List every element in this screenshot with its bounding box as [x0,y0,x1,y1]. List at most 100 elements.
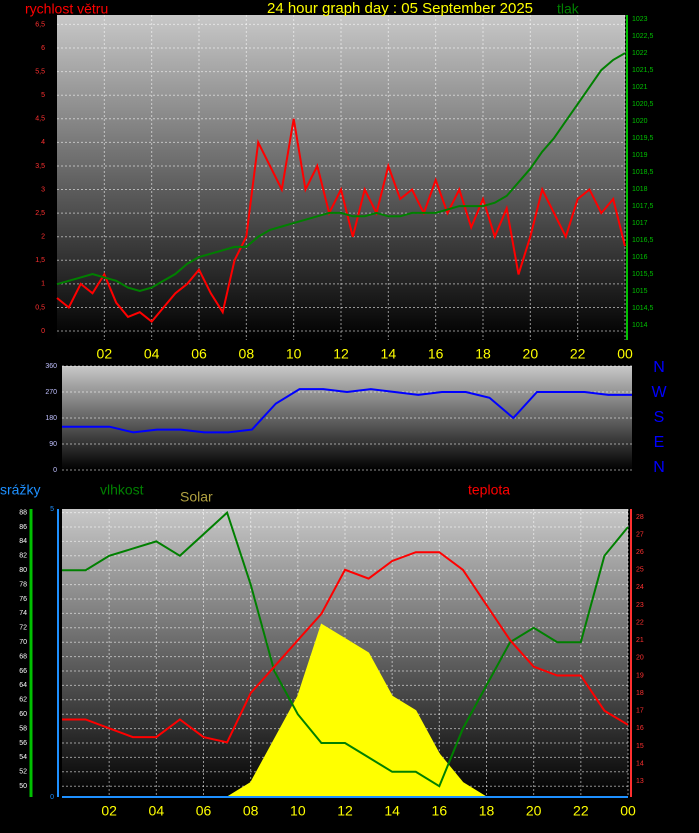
direction-label: N [653,459,665,476]
y-tick-label: 1015,5 [632,271,654,278]
y-tick-label: 88 [19,509,27,516]
x-tick-label: 02 [97,346,113,362]
y-tick-label: 1021 [632,84,648,91]
y-tick-label: 21 [636,637,644,644]
y-tick-label: 23 [636,602,644,609]
x-tick-label: 12 [333,346,349,362]
y-tick-label: 1017 [632,220,648,227]
y-tick-label: 1018 [632,186,648,193]
line [56,118,626,323]
y-tick-label: 5,5 [35,68,45,75]
legend-label: tlak [557,1,580,17]
x-tick-label: 16 [428,346,444,362]
y-tick-label: 28 [636,514,644,521]
y-tick-label: 6,5 [35,21,45,28]
line [62,388,632,434]
legend-label: Solar [180,489,213,505]
y-tick-label: 25 [636,567,644,574]
y-tick-label: 90 [49,441,57,448]
x-tick-label: 18 [479,803,495,819]
legend-label: rychlost větru [25,1,108,17]
y-tick-label: 50 [19,783,27,790]
y-tick-label: 6 [41,45,45,52]
x-tick-label: 08 [243,803,259,819]
x-tick-label: 08 [239,346,255,362]
y-tick-label: 360 [45,363,57,370]
y-tick-label: 78 [19,581,27,588]
y-tick-label: 22 [636,619,644,626]
y-tick-label: 66 [19,668,27,675]
y-tick-label: 58 [19,725,27,732]
y-tick-label: 1020 [632,118,648,125]
y-tick-label: 1 [41,281,45,288]
y-tick-label: 0,5 [35,304,45,311]
y-tick-label: 1016 [632,254,648,261]
x-tick-label: 04 [149,803,165,819]
y-tick-label: 27 [636,531,644,538]
y-tick-label: 1022 [632,50,648,57]
line [56,52,626,293]
x-tick-label: 16 [432,803,448,819]
x-tick-label: 10 [290,803,306,819]
line [62,510,629,788]
x-tick-label: 00 [617,346,633,362]
y-tick-label: 56 [19,740,27,747]
direction-label: W [651,384,667,401]
x-tick-label: 20 [526,803,542,819]
y-tick-label: 2 [41,234,45,241]
y-tick-label: 24 [636,584,644,591]
x-tick-label: 00 [620,803,636,819]
y-tick-label: 1020,5 [632,101,654,108]
y-tick-label: 60 [19,711,27,718]
y-tick-label: 1019 [632,152,648,159]
y-tick-label: 26 [636,549,644,556]
y-tick-label: 74 [19,610,27,617]
y-tick-label: 76 [19,596,27,603]
y-tick-label: 4,5 [35,116,45,123]
y-tick-label: 64 [19,682,27,689]
x-tick-label: 14 [381,346,397,362]
x-tick-label: 06 [196,803,212,819]
y-tick-label: 0 [41,328,45,335]
direction-label: N [653,359,665,376]
y-tick-label: 18 [636,690,644,697]
y-tick-label: 1021,5 [632,67,654,74]
y-tick-label: 1023 [632,16,648,23]
y-tick-label: 1014,5 [632,305,654,312]
y-tick-label: 1017,5 [632,203,654,210]
y-tick-label: 86 [19,524,27,531]
y-tick-label: 13 [636,778,644,785]
y-tick-label: 1016,5 [632,237,654,244]
x-tick-label: 18 [475,346,491,362]
x-tick-label: 04 [144,346,160,362]
y-tick-label: 2,5 [35,210,45,217]
y-tick-label: 84 [19,538,27,545]
x-tick-label: 22 [573,803,589,819]
y-tick-label: 180 [45,415,57,422]
x-tick-label: 06 [191,346,207,362]
x-tick-label: 14 [384,803,400,819]
direction-label: E [654,434,665,451]
y-tick-label: 19 [636,672,644,679]
y-tick-label: 82 [19,553,27,560]
y-tick-label: 1,5 [35,257,45,264]
y-tick-label: 270 [45,389,57,396]
y-tick-label: 17 [636,708,644,715]
legend-label: srážky [0,482,40,498]
plot-area [57,15,625,340]
y-tick-label: 80 [19,567,27,574]
y-tick-label: 1014 [632,322,648,329]
line [62,551,629,744]
y-tick-label: 52 [19,769,27,776]
direction-label: S [654,409,665,426]
chart-title: 24 hour graph day : 05 September 2025 [267,0,533,17]
y-tick-label: 54 [19,754,27,761]
y-tick-label: 70 [19,639,27,646]
y-tick-label: 16 [636,725,644,732]
y-tick-label: 68 [19,653,27,660]
y-tick-label: 5 [41,92,45,99]
y-tick-label: 3,5 [35,163,45,170]
y-tick-label: 72 [19,625,27,632]
